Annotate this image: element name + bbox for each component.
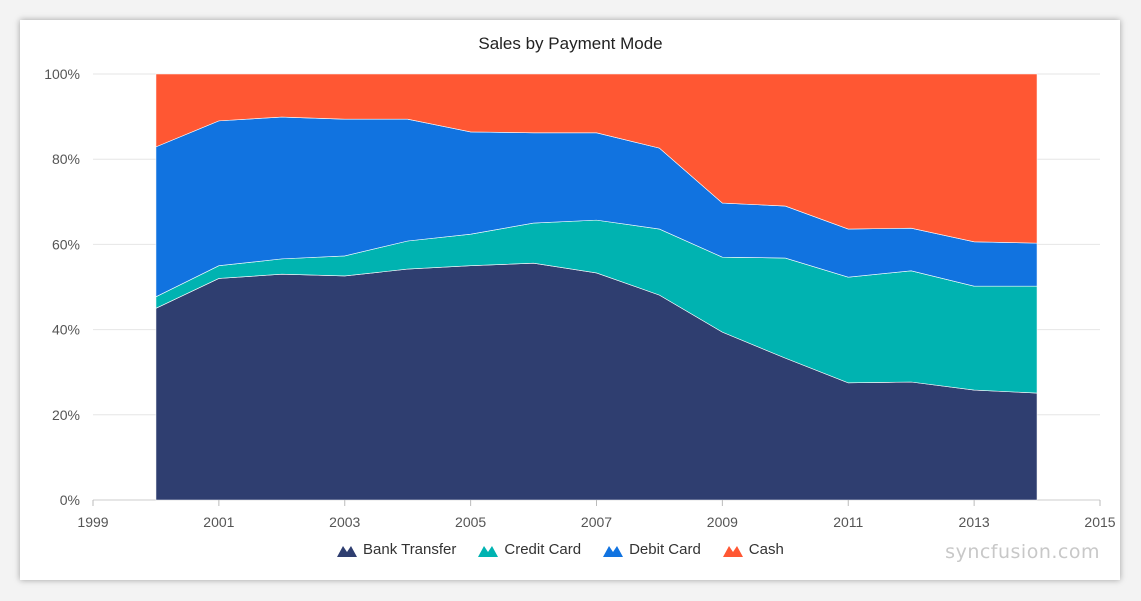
y-tick-label: 60% <box>52 236 80 252</box>
x-tick-label: 2007 <box>581 514 612 530</box>
x-tick-label: 2011 <box>833 514 863 530</box>
y-tick-label: 80% <box>52 151 80 167</box>
area-legend-icon <box>603 545 624 557</box>
legend-item-bank-transfer[interactable]: Bank Transfer <box>337 541 456 558</box>
y-tick-label: 20% <box>52 407 80 423</box>
area-legend-icon <box>478 545 499 557</box>
watermark: syncfusion.com <box>945 541 1100 563</box>
legend-label: Credit Card <box>504 541 582 558</box>
chart-title: Sales by Payment Mode <box>478 34 663 53</box>
x-tick-label: 1999 <box>77 514 108 530</box>
legend-item-credit-card[interactable]: Credit Card <box>478 541 581 558</box>
x-tick-label: 2013 <box>959 514 990 530</box>
legend-item-cash[interactable]: Cash <box>722 541 784 558</box>
legend-item-debit-card[interactable]: Debit Card <box>603 541 701 558</box>
x-tick-label: 2005 <box>455 514 486 530</box>
x-tick-label: 2009 <box>707 514 738 530</box>
area-cash[interactable] <box>155 73 1038 244</box>
x-tick-label: 2015 <box>1084 514 1115 530</box>
y-tick-label: 100% <box>44 66 80 82</box>
y-tick-label: 40% <box>52 322 80 338</box>
x-tick-label: 2001 <box>203 514 234 530</box>
x-tick-label: 2003 <box>329 514 360 530</box>
legend-label: Bank Transfer <box>363 541 457 558</box>
legend-label: Cash <box>748 541 784 558</box>
area-legend-icon <box>722 545 743 557</box>
area-legend-icon <box>337 545 357 557</box>
y-tick-label: 0% <box>60 492 80 508</box>
legend-label: Debit Card <box>629 541 701 558</box>
legend: Bank Transfer Credit Card Debit Card Cash <box>337 541 784 558</box>
